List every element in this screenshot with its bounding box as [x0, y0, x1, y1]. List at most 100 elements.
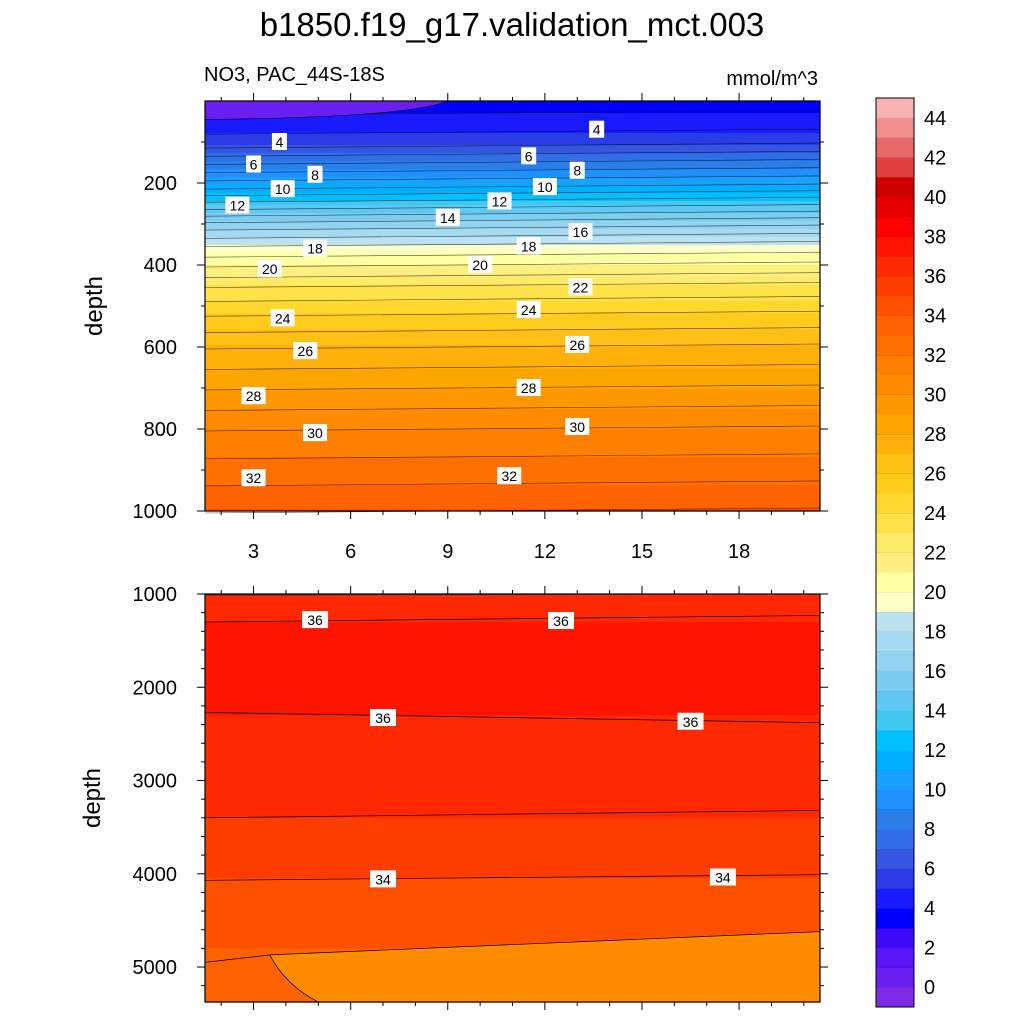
colorbar-swatch [876, 196, 914, 217]
contour-line [204, 810, 821, 819]
fill-band [205, 241, 820, 246]
fill-band [205, 309, 820, 314]
fill-band [205, 109, 820, 114]
contour-label-box [569, 161, 585, 179]
fill-band [205, 413, 820, 418]
colorbar-label: 32 [924, 345, 946, 367]
fill-band [205, 209, 820, 214]
fill-band [205, 445, 820, 450]
contour-label: 4 [276, 134, 284, 150]
fill-band [205, 485, 820, 490]
contour-label-box [303, 424, 328, 442]
fill-band [205, 353, 820, 358]
fill-band [205, 373, 820, 378]
fill-band [205, 381, 820, 386]
colorbar-label: 14 [924, 701, 946, 723]
fill-band [205, 449, 820, 454]
fill-band [205, 117, 820, 122]
fill-band [205, 501, 820, 506]
fill-region [205, 621, 820, 716]
contour-label: 26 [569, 337, 585, 353]
contour-line [204, 151, 821, 157]
contour-label-box [589, 120, 605, 138]
fill-band [205, 489, 820, 494]
colorbar-swatch [876, 374, 914, 395]
contour-label-box [271, 133, 287, 150]
colorbar-swatch [876, 927, 914, 949]
fill-band [205, 429, 820, 434]
fill-band [205, 329, 820, 334]
contour-label-box [709, 868, 736, 886]
contour-line [204, 384, 821, 391]
colorbar-swatch [876, 295, 914, 316]
contour-label-box [307, 165, 323, 183]
fill-band [205, 401, 820, 406]
fill-band [205, 189, 820, 194]
fill-band [205, 161, 820, 166]
contour-line [204, 142, 821, 149]
colorbar-swatch [876, 888, 914, 909]
colorbar-swatch [876, 315, 914, 336]
contour-line [204, 282, 821, 288]
y-tick-label: 5000 [133, 957, 178, 979]
contour-label: 8 [573, 163, 581, 179]
fill-band [205, 257, 820, 262]
colorbar-label: 22 [924, 543, 946, 565]
colorbar-label: 40 [924, 187, 946, 209]
fill-band [205, 349, 820, 354]
fill-band [205, 293, 820, 298]
fill-band [205, 433, 820, 438]
fill-region [205, 594, 820, 623]
x-tick-label: 6 [345, 541, 356, 563]
colorbar-swatch [876, 394, 914, 415]
contour-label: 26 [298, 343, 314, 359]
contour-label: 20 [262, 261, 278, 277]
fill-band [205, 101, 820, 106]
fill-band [205, 177, 820, 182]
x-tick-label: 12 [534, 541, 556, 563]
contour-line [204, 217, 821, 224]
colorbar-swatch [876, 473, 914, 494]
fill-band [205, 125, 820, 130]
fill-band [205, 153, 820, 158]
fill-band [205, 453, 820, 458]
fill-band [205, 457, 820, 462]
colorbar-swatch [876, 216, 914, 237]
colorbar-swatch [876, 690, 914, 711]
fill-band [205, 253, 820, 258]
colorbar-label: 26 [924, 463, 946, 485]
colorbar-swatch [876, 611, 914, 632]
fill-band [205, 389, 820, 394]
contour-line [204, 425, 821, 432]
colorbar-label: 44 [924, 108, 946, 130]
colorbar-label: 34 [924, 305, 946, 327]
fill-band [205, 145, 820, 150]
fill-band [205, 245, 820, 250]
contour-label: 24 [275, 310, 291, 326]
contour-line [204, 261, 821, 268]
colorbar-swatch [876, 710, 914, 731]
fill-band [205, 341, 820, 346]
y-tick-label: 200 [144, 173, 177, 195]
variable-region-label: NO3, PAC_44S-18S [204, 64, 385, 86]
fill-band [205, 321, 820, 326]
colorbar-label: 28 [924, 424, 946, 446]
colorbar-swatch [876, 651, 914, 672]
colorbar-swatch [876, 117, 914, 138]
fill-band [205, 497, 820, 502]
colorbar-label: 8 [924, 819, 935, 841]
y-tick-label: 400 [144, 255, 177, 277]
fill-band [205, 201, 820, 206]
contour-label: 32 [501, 468, 517, 484]
contour-label-box [270, 180, 295, 198]
contour-label-box [302, 611, 329, 629]
fill-band [205, 261, 820, 266]
fill-band [205, 221, 820, 226]
fill-band [205, 129, 820, 134]
colorbar-swatch [876, 908, 914, 929]
contour-label-box [568, 278, 593, 296]
colorbar-label: 30 [924, 384, 946, 406]
fill-band [205, 289, 820, 294]
contour-label: 36 [375, 710, 391, 726]
contour-line [204, 364, 821, 370]
